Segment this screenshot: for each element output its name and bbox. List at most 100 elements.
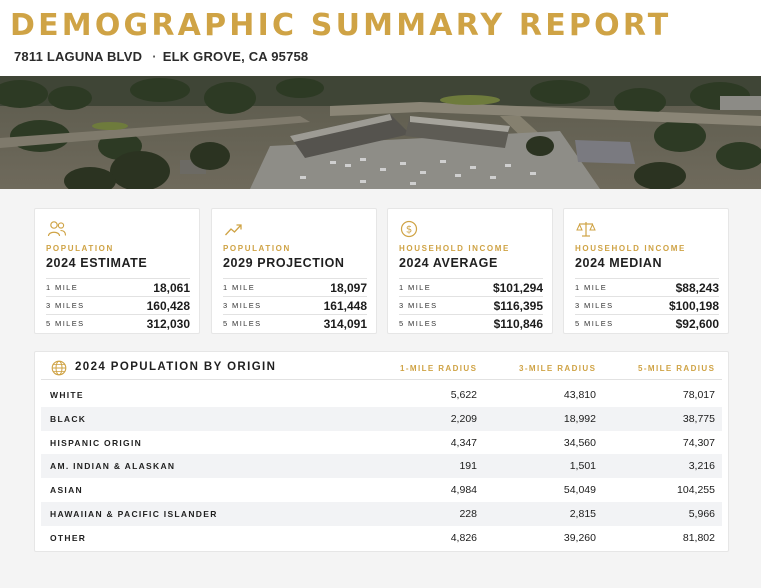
table-row: HISPANIC ORIGIN 4,347 34,560 74,307 [41, 431, 722, 455]
radius-label: 1 MILE [399, 283, 432, 292]
card-heading: 2024 MEDIAN [575, 256, 663, 270]
card-row: 5 MILES $92,600 [575, 314, 719, 332]
trend-up-icon [225, 224, 242, 236]
table-row: AM. INDIAN & ALASKAN 191 1,501 3,216 [41, 454, 722, 479]
radius-value: $100,198 [668, 299, 719, 313]
street-address: 7811 LAGUNA BLVD [14, 49, 143, 64]
card-row: 3 MILES 160,428 [46, 296, 190, 314]
origin-name: HISPANIC ORIGIN [50, 437, 143, 448]
table-body: WHITE 5,622 43,810 78,017 BLACK 2,209 18… [41, 383, 722, 550]
radius-value: $116,395 [493, 299, 543, 313]
radius-label: 3 MILES [399, 301, 438, 310]
card-heading: 2024 ESTIMATE [46, 256, 148, 270]
people-icon [47, 221, 67, 237]
card-kicker: POPULATION [223, 244, 291, 253]
value-1-mile: 4,347 [450, 436, 477, 449]
card-rows: 1 MILE $101,294 3 MILES $116,395 5 MILES $1… [399, 278, 543, 332]
card-kicker: HOUSEHOLD INCOME [399, 244, 510, 253]
value-1-mile: 4,984 [450, 484, 477, 497]
table-row: BLACK 2,209 18,992 38,775 [41, 406, 722, 431]
card-row: 5 MILES $110,846 [399, 314, 543, 332]
card-population-2024-estimate: POPULATION 2024 ESTIMATE 1 MILE 18,061 3 … [34, 208, 200, 334]
radius-label: 1 MILE [575, 283, 608, 292]
value-5-mile: 74,307 [682, 436, 715, 449]
radius-label: 1 MILE [46, 283, 79, 292]
value-1-mile: 4,826 [450, 531, 477, 544]
radius-value: 312,030 [146, 317, 190, 331]
svg-text:$: $ [406, 225, 412, 236]
card-row: 5 MILES 314,091 [223, 314, 367, 332]
radius-label: 1 MILE [223, 283, 256, 292]
value-3-mile: 54,049 [563, 484, 596, 497]
radius-label: 5 MILES [223, 319, 262, 328]
table-row: WHITE 5,622 43,810 78,017 [41, 383, 722, 407]
card-heading: 2029 PROJECTION [223, 256, 345, 270]
report-header: DEMOGRAPHIC SUMMARY REPORT 7811 LAGUNA B… [0, 0, 761, 76]
column-header-1-mile: 1-MILE RADIUS [400, 364, 478, 373]
origin-name: HAWAIIAN & PACIFIC ISLANDER [50, 508, 218, 519]
radius-label: 3 MILES [575, 301, 614, 310]
value-5-mile: 5,966 [688, 507, 715, 520]
radius-label: 5 MILES [399, 319, 438, 328]
aerial-photo [0, 76, 761, 189]
card-row: 3 MILES $100,198 [575, 296, 719, 314]
card-rows: 1 MILE 18,097 3 MILES 161,448 5 MILES 314,0… [223, 278, 367, 332]
value-3-mile: 34,560 [563, 436, 596, 449]
card-rows: 1 MILE $88,243 3 MILES $100,198 5 MILES $92… [575, 278, 719, 332]
card-row: 3 MILES 161,448 [223, 296, 367, 314]
value-1-mile: 5,622 [450, 389, 477, 401]
property-address: 7811 LAGUNA BLVD · ELK GROVE, CA 95758 [14, 49, 308, 64]
card-heading: 2024 AVERAGE [399, 256, 498, 270]
value-1-mile: 191 [459, 460, 477, 473]
card-population-2029-projection: POPULATION 2029 PROJECTION 1 MILE 18,097 … [211, 208, 377, 334]
radius-value: 18,061 [153, 281, 190, 295]
population-by-origin-table: 2024 POPULATION BY ORIGIN 1-MILE RADIUS … [34, 351, 729, 552]
table-row: HAWAIIAN & PACIFIC ISLANDER 228 2,815 5,… [41, 501, 722, 526]
value-3-mile: 43,810 [563, 389, 596, 401]
origin-name: OTHER [50, 532, 87, 543]
value-5-mile: 3,216 [688, 460, 715, 473]
radius-value: $110,846 [493, 317, 543, 331]
card-row: 5 MILES 312,030 [46, 314, 190, 332]
value-3-mile: 2,815 [569, 507, 596, 520]
value-1-mile: 228 [459, 507, 477, 520]
radius-value: $101,294 [492, 281, 543, 295]
origin-name: ASIAN [50, 485, 83, 496]
card-row: 1 MILE $101,294 [399, 278, 543, 296]
report-title: DEMOGRAPHIC SUMMARY REPORT [10, 8, 672, 43]
origin-name: AM. INDIAN & ALASKAN [50, 461, 176, 472]
radius-label: 5 MILES [575, 319, 614, 328]
value-5-mile: 81,802 [682, 531, 715, 544]
origin-name: WHITE [50, 390, 84, 400]
header-divider [41, 379, 722, 380]
card-kicker: POPULATION [46, 244, 114, 253]
table-title: 2024 POPULATION BY ORIGIN [75, 361, 277, 373]
dollar-coin-icon: $ [400, 220, 418, 238]
table-row: ASIAN 4,984 54,049 104,255 [41, 478, 722, 502]
card-rows: 1 MILE 18,061 3 MILES 160,428 5 MILES 312,0… [46, 278, 190, 332]
value-3-mile: 39,260 [563, 531, 596, 544]
card-row: 1 MILE $88,243 [575, 278, 719, 296]
radius-value: 18,097 [330, 281, 367, 295]
value-5-mile: 38,775 [682, 412, 715, 425]
column-header-5-mile: 5-MILE RADIUS [638, 364, 716, 373]
table-row: OTHER 4,826 39,260 81,802 [41, 526, 722, 550]
radius-value: $88,243 [675, 281, 719, 295]
address-separator: · [152, 49, 157, 64]
card-row: 3 MILES $116,395 [399, 296, 543, 314]
radius-value: 314,091 [323, 317, 367, 331]
value-3-mile: 18,992 [563, 412, 596, 425]
radius-value: $92,600 [675, 317, 719, 331]
card-kicker: HOUSEHOLD INCOME [575, 244, 686, 253]
origin-name: BLACK [50, 413, 87, 424]
radius-label: 3 MILES [46, 301, 85, 310]
value-5-mile: 78,017 [682, 389, 715, 401]
value-3-mile: 1,501 [569, 460, 596, 473]
radius-label: 3 MILES [223, 301, 262, 310]
card-household-income-median: HOUSEHOLD INCOME 2024 MEDIAN 1 MILE $88,2… [563, 208, 729, 334]
radius-label: 5 MILES [46, 319, 85, 328]
card-row: 1 MILE 18,061 [46, 278, 190, 296]
city-state-zip: ELK GROVE, CA 95758 [162, 49, 309, 64]
card-household-income-average: $ HOUSEHOLD INCOME 2024 AVERAGE 1 MILE $1… [387, 208, 553, 334]
